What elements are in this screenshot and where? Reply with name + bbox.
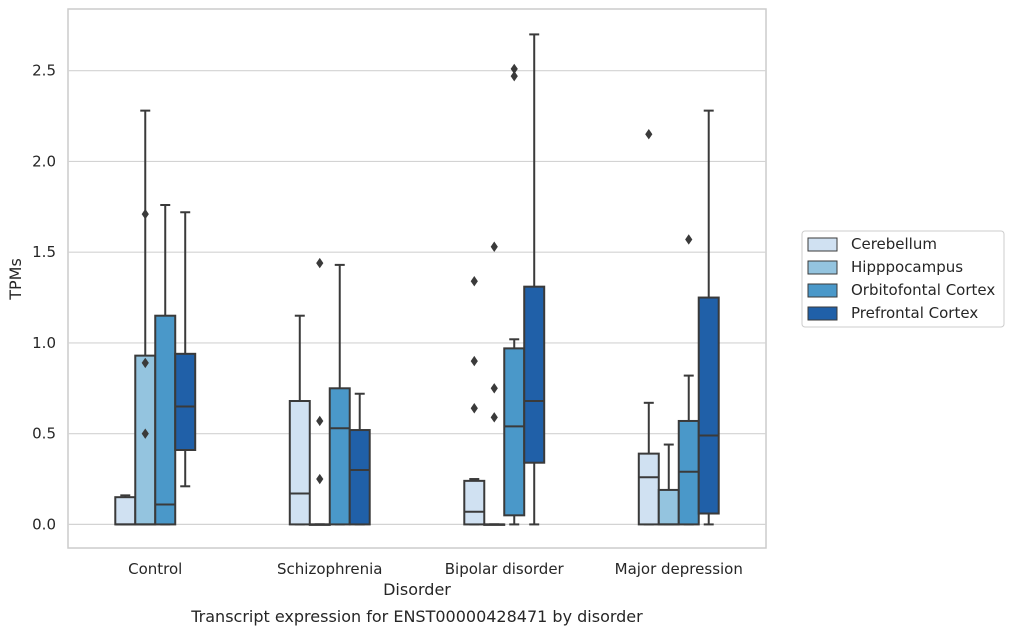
outlier-point bbox=[470, 355, 478, 367]
box-1-0 bbox=[134, 109, 157, 526]
outlier-point bbox=[141, 428, 149, 439]
legend-frame bbox=[801, 230, 1005, 328]
x-axis-label: Disorder bbox=[383, 580, 451, 599]
legend-swatch bbox=[807, 283, 838, 298]
box-body bbox=[154, 314, 177, 526]
legend-swatch bbox=[807, 306, 838, 321]
outlier-point bbox=[510, 70, 518, 82]
legend-label: Cerebellum bbox=[851, 235, 937, 253]
y-axis-ticks: 0.0 0.5 1.0 1.5 2.0 2.5 bbox=[32, 62, 56, 534]
outlier-point bbox=[490, 383, 498, 394]
legend-swatch bbox=[807, 260, 838, 275]
y-tick-label: 2.5 bbox=[32, 62, 56, 80]
y-tick-label: 1.5 bbox=[32, 243, 56, 261]
x-tick-label: Schizophrenia bbox=[277, 560, 382, 578]
box-body bbox=[328, 387, 351, 526]
outlier-point bbox=[510, 63, 518, 75]
box-3-0 bbox=[174, 211, 197, 488]
x-axis-ticks: Control Schizophrenia Bipolar disorder Majo… bbox=[128, 560, 743, 578]
outlier-point bbox=[141, 208, 149, 220]
x-tick-label: Major depression bbox=[615, 560, 743, 578]
outlier-point bbox=[470, 276, 478, 287]
box-2-0 bbox=[154, 204, 177, 526]
outlier-point bbox=[470, 403, 478, 414]
y-axis-label: TPMs bbox=[6, 258, 25, 301]
legend-label: Hipppocampus bbox=[851, 258, 963, 276]
box-0-0 bbox=[114, 494, 137, 526]
box-0-3 bbox=[637, 129, 660, 526]
box-3-1 bbox=[348, 392, 371, 526]
legend: Cerebellum Hipppocampus Orbitofontal Corte… bbox=[801, 230, 1005, 328]
outlier-point bbox=[316, 257, 324, 269]
legend-label: Orbitofontal Cortex bbox=[851, 281, 995, 299]
box-body bbox=[174, 352, 197, 452]
box-2-3 bbox=[677, 234, 700, 526]
y-tick-label: 0.0 bbox=[32, 515, 56, 533]
box-body bbox=[114, 496, 137, 526]
box-body bbox=[463, 479, 486, 526]
box-body bbox=[348, 429, 371, 526]
box-body bbox=[523, 285, 546, 464]
y-tick-label: 1.0 bbox=[32, 334, 56, 352]
outlier-point bbox=[316, 473, 324, 485]
x-tick-label: Control bbox=[128, 560, 182, 578]
y-tick-label: 2.0 bbox=[32, 152, 56, 170]
outlier-point bbox=[490, 412, 498, 423]
box-3-2 bbox=[523, 33, 546, 526]
outlier-point bbox=[141, 357, 149, 369]
outlier-point bbox=[316, 415, 324, 427]
legend-swatch bbox=[807, 237, 838, 252]
box-body bbox=[637, 452, 660, 526]
chart-caption: Transcript expression for ENST0000042847… bbox=[190, 607, 643, 626]
box-3-3 bbox=[697, 109, 720, 526]
box-body bbox=[503, 347, 526, 517]
y-tick-label: 0.5 bbox=[32, 425, 56, 443]
box-0-1 bbox=[288, 314, 311, 526]
box-body bbox=[657, 488, 680, 526]
box-body bbox=[697, 296, 720, 515]
outlier-point bbox=[685, 234, 693, 245]
legend-label: Prefrontal Cortex bbox=[851, 304, 978, 322]
box-1-2 bbox=[483, 241, 506, 526]
outlier-point bbox=[645, 129, 653, 140]
box-0-2 bbox=[463, 276, 486, 526]
box-1-1 bbox=[308, 257, 331, 526]
box-body bbox=[134, 354, 157, 526]
outlier-point bbox=[490, 241, 498, 252]
boxes-layer bbox=[114, 33, 720, 526]
box-body bbox=[288, 400, 311, 526]
x-tick-label: Bipolar disorder bbox=[445, 560, 565, 578]
